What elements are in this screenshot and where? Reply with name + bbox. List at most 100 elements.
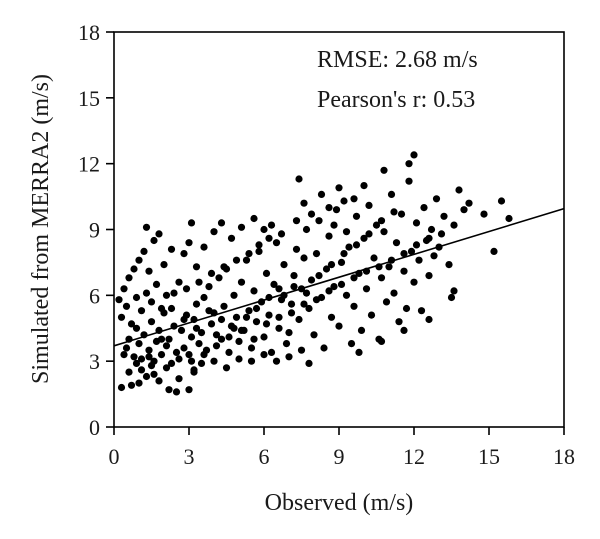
data-point: [157, 335, 166, 343]
data-point: [277, 230, 286, 238]
data-point: [125, 368, 133, 376]
data-point: [307, 210, 316, 218]
data-point: [197, 359, 206, 367]
data-point: [200, 351, 208, 359]
data-point: [285, 353, 293, 361]
y-tick-label: 12: [78, 152, 100, 177]
data-point: [172, 388, 181, 396]
data-point: [117, 313, 126, 321]
data-point: [117, 383, 126, 392]
data-point: [365, 230, 373, 238]
data-point: [197, 329, 206, 337]
data-point: [392, 239, 401, 247]
data-point: [400, 326, 408, 334]
data-point: [400, 267, 408, 275]
data-point: [232, 313, 241, 321]
data-point: [247, 344, 256, 352]
data-point: [265, 311, 273, 319]
data-point: [412, 241, 421, 249]
data-point: [155, 377, 163, 385]
data-point: [122, 302, 131, 310]
data-point: [307, 276, 316, 284]
data-point: [272, 357, 281, 365]
data-point: [267, 348, 276, 356]
x-tick-label: 18: [553, 444, 575, 469]
data-point: [237, 326, 246, 334]
data-point: [187, 219, 196, 227]
data-point: [287, 300, 296, 308]
data-point: [162, 364, 171, 372]
data-point: [295, 175, 303, 183]
data-point: [430, 252, 438, 260]
data-point: [425, 234, 433, 242]
data-point: [445, 261, 453, 269]
data-point: [137, 355, 146, 363]
data-point: [282, 340, 291, 348]
data-point: [450, 221, 458, 229]
data-point: [250, 214, 258, 223]
data-point: [212, 342, 221, 350]
data-point: [122, 344, 131, 352]
y-tick-label: 3: [89, 349, 100, 374]
data-point: [255, 247, 263, 255]
data-point: [350, 302, 358, 310]
data-point: [440, 212, 448, 220]
data-point: [252, 304, 261, 313]
data-point: [152, 280, 161, 288]
data-point: [325, 287, 333, 295]
data-point: [220, 263, 228, 271]
data-point: [347, 340, 356, 348]
y-tick-label: 18: [78, 20, 100, 45]
data-point: [437, 230, 446, 238]
data-point: [340, 197, 348, 205]
data-point: [147, 298, 156, 306]
data-point: [262, 269, 271, 277]
data-point: [230, 324, 238, 332]
data-point: [322, 265, 331, 273]
data-point: [350, 274, 358, 282]
data-point: [292, 217, 301, 225]
data-point: [290, 272, 298, 280]
data-point: [312, 250, 321, 258]
data-point: [167, 245, 176, 253]
data-point: [385, 263, 393, 271]
data-point: [242, 313, 251, 321]
data-point: [120, 351, 128, 359]
x-tick-label: 15: [478, 444, 500, 469]
y-axis-title: Simulated from MERRA2 (m/s): [28, 74, 54, 384]
data-point: [300, 300, 308, 308]
data-point: [330, 283, 338, 291]
data-point: [177, 326, 186, 334]
data-point: [335, 184, 343, 192]
data-point: [142, 289, 151, 297]
data-point: [165, 386, 173, 394]
x-tick-label: 6: [259, 444, 270, 469]
data-point: [292, 245, 301, 253]
data-point: [185, 351, 193, 359]
data-point: [162, 342, 171, 350]
data-point: [382, 298, 391, 306]
data-point: [212, 331, 221, 339]
data-point: [187, 357, 196, 365]
data-point: [305, 359, 313, 367]
data-point: [365, 201, 373, 209]
data-point: [140, 247, 148, 255]
data-point: [400, 250, 408, 258]
data-point: [415, 256, 423, 264]
data-point: [432, 195, 441, 203]
data-point: [135, 379, 143, 387]
data-point: [260, 333, 268, 341]
data-point: [267, 221, 276, 229]
data-point: [172, 348, 181, 356]
data-point: [425, 272, 433, 280]
data-point: [120, 285, 128, 293]
data-point: [360, 182, 368, 190]
data-point: [317, 190, 326, 198]
data-point: [250, 287, 258, 295]
data-point: [255, 241, 263, 249]
data-point: [380, 228, 388, 236]
data-point: [150, 357, 158, 365]
data-point: [222, 364, 231, 372]
data-point: [137, 366, 146, 374]
